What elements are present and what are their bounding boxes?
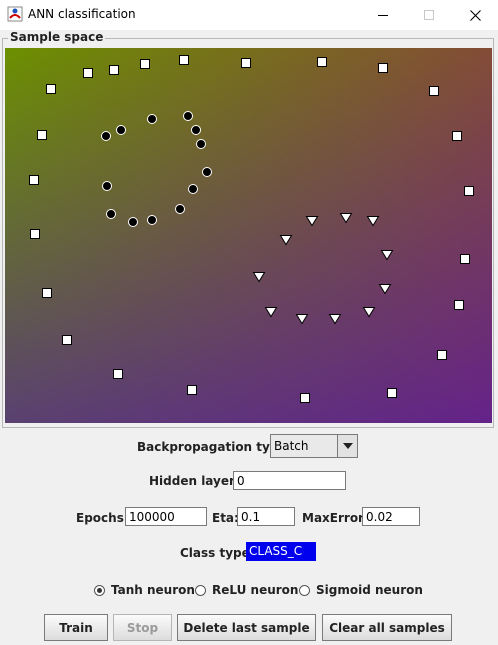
window-title: ANN classification: [28, 7, 136, 21]
backprop-type-value: Batch: [274, 439, 309, 453]
sample-dot: [147, 215, 157, 225]
sample-square: [29, 175, 39, 185]
sample-square: [109, 65, 119, 75]
backprop-type-select[interactable]: Batch: [270, 434, 358, 458]
train-button[interactable]: Train: [44, 614, 108, 641]
sample-triangle: [380, 250, 394, 261]
sample-dot: [183, 111, 193, 121]
sample-dot: [147, 114, 157, 124]
sample-dot: [106, 209, 116, 219]
sample-dot: [102, 181, 112, 191]
sample-square: [42, 288, 52, 298]
radio-tanh-neuron[interactable]: Tanh neuron: [94, 583, 195, 597]
sample-square: [378, 63, 388, 73]
sample-triangle: [295, 314, 309, 325]
sample-square: [113, 369, 123, 379]
title-bar: ANN classification: [0, 0, 498, 30]
sample-triangle: [305, 216, 319, 227]
sample-space-border: [2, 38, 494, 428]
sample-square: [454, 300, 464, 310]
eta-input[interactable]: [237, 507, 295, 526]
sample-dot: [191, 125, 201, 135]
class-type-value[interactable]: CLASS_C: [246, 542, 316, 561]
sample-triangle: [362, 307, 376, 318]
eta-label: Eta:: [212, 511, 239, 525]
sample-triangle: [252, 272, 266, 283]
maximize-button: [406, 0, 452, 30]
sample-triangle: [378, 284, 392, 295]
sample-square: [429, 86, 439, 96]
sample-space-title: Sample space: [8, 30, 106, 44]
radio-sigmoid-neuron[interactable]: Sigmoid neuron: [299, 583, 423, 597]
max-error-label: MaxError:: [302, 511, 369, 525]
sample-square: [179, 55, 189, 65]
sample-square: [317, 57, 327, 67]
sample-dot: [196, 139, 206, 149]
sample-triangle: [328, 314, 342, 325]
class-type-label: Class type:: [180, 546, 255, 560]
sample-square: [37, 130, 47, 140]
sample-dot: [202, 167, 212, 177]
radio-relu-label: ReLU neuron: [212, 583, 299, 597]
epochs-input[interactable]: [125, 507, 207, 526]
radio-unselected-icon: [299, 584, 310, 596]
max-error-input[interactable]: [362, 507, 420, 526]
sample-square: [46, 84, 56, 94]
radio-tanh-label: Tanh neuron: [111, 583, 195, 597]
delete-last-sample-button[interactable]: Delete last sample: [177, 614, 316, 641]
backprop-type-label: Backpropagation type:: [137, 440, 292, 454]
sample-dot: [116, 125, 126, 135]
radio-unselected-icon: [195, 584, 206, 596]
java-app-icon: [7, 6, 23, 22]
radio-selected-icon: [94, 584, 105, 596]
minimize-button[interactable]: [360, 0, 406, 30]
minimize-icon: [378, 15, 388, 16]
sample-square: [140, 59, 150, 69]
sample-dot: [175, 204, 185, 214]
stop-button: Stop: [113, 614, 172, 641]
sample-square: [187, 385, 197, 395]
sample-triangle: [339, 213, 353, 224]
sample-square: [452, 131, 462, 141]
sample-canvas[interactable]: [5, 48, 492, 423]
sample-dot: [101, 131, 111, 141]
sample-square: [464, 186, 474, 196]
sample-square: [300, 393, 310, 403]
epochs-label: Epochs:: [76, 511, 129, 525]
sample-square: [62, 335, 72, 345]
close-button[interactable]: [452, 0, 498, 30]
sample-square: [30, 229, 40, 239]
maximize-icon: [424, 10, 434, 20]
sample-triangle: [264, 307, 278, 318]
clear-all-samples-button[interactable]: Clear all samples: [322, 614, 452, 641]
sample-dot: [188, 184, 198, 194]
chevron-down-icon[interactable]: [337, 435, 357, 457]
close-icon: [469, 9, 481, 21]
sample-square: [387, 388, 397, 398]
sample-square: [241, 58, 251, 68]
sample-points: [29, 55, 474, 403]
hidden-layers-input[interactable]: [233, 471, 346, 490]
sample-square: [460, 254, 470, 264]
hidden-layers-label: Hidden layers:: [149, 474, 247, 488]
sample-dot: [128, 217, 138, 227]
radio-sigmoid-label: Sigmoid neuron: [316, 583, 423, 597]
sample-square: [437, 350, 447, 360]
radio-relu-neuron[interactable]: ReLU neuron: [195, 583, 298, 597]
sample-square: [83, 68, 93, 78]
sample-triangle: [366, 216, 380, 227]
sample-triangle: [279, 235, 293, 246]
